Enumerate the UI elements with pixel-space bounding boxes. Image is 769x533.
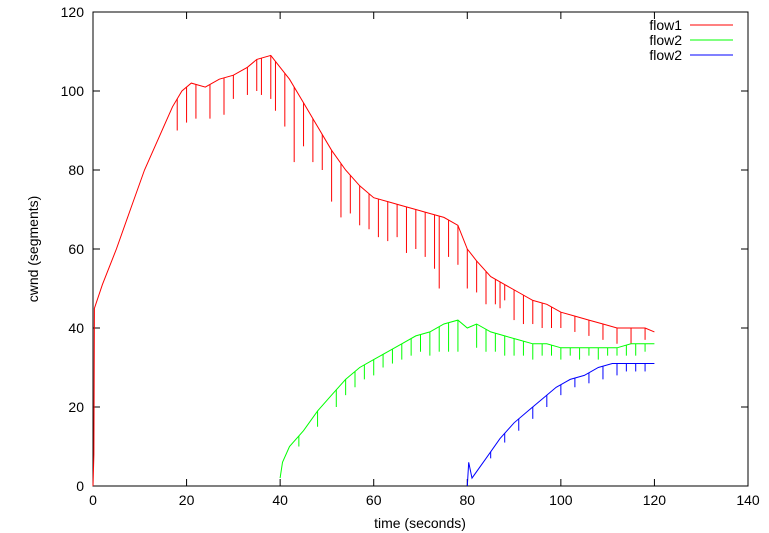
- y-tick-label: 60: [68, 241, 84, 257]
- series-line: [279, 319, 655, 479]
- y-axis-ticks: 0 20 40 60 80 100 120: [61, 4, 748, 494]
- series-line: [92, 54, 655, 487]
- legend-label: flow2: [649, 47, 682, 63]
- x-tick-label: 120: [643, 492, 667, 508]
- legend-label: flow2: [649, 32, 682, 48]
- legend-label: flow1: [649, 17, 682, 33]
- x-tick-label: 80: [459, 492, 475, 508]
- y-tick-label: 20: [68, 399, 84, 415]
- y-tick-label: 0: [76, 478, 84, 494]
- x-axis-label: time (seconds): [374, 515, 466, 531]
- series-3: [466, 363, 655, 487]
- y-tick-label: 120: [61, 4, 85, 20]
- y-tick-label: 100: [61, 83, 85, 99]
- series-line: [466, 363, 655, 487]
- series-2: [279, 319, 655, 479]
- x-tick-label: 40: [272, 492, 288, 508]
- series-layer: [92, 54, 655, 487]
- y-tick-label: 80: [68, 162, 84, 178]
- y-tick-label: 40: [68, 320, 84, 336]
- x-tick-label: 100: [549, 492, 573, 508]
- series-1: [92, 54, 655, 487]
- x-axis-ticks: 0 20 40 60 80 100 120 140: [89, 12, 760, 508]
- x-tick-label: 140: [736, 492, 760, 508]
- y-axis-label: cwnd (segments): [25, 196, 41, 303]
- x-tick-label: 20: [179, 492, 195, 508]
- x-tick-label: 60: [366, 492, 382, 508]
- x-tick-label: 0: [89, 492, 97, 508]
